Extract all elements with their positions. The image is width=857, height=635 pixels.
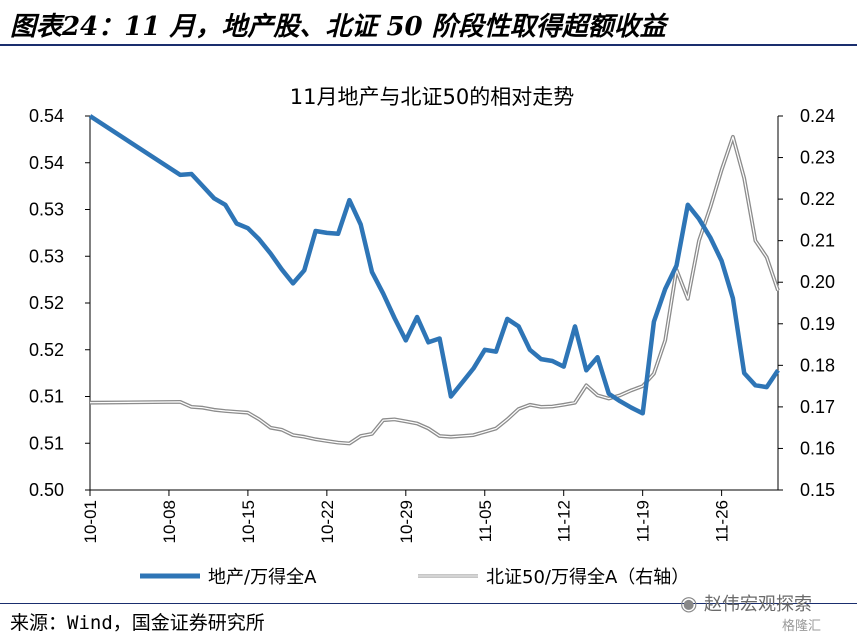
y-left-tick-label: 0.52 <box>29 340 64 360</box>
series-layer <box>88 114 780 446</box>
x-tick-label: 11-05 <box>476 500 495 542</box>
watermark: ◉ 赵伟宏观探索 格隆汇 <box>670 587 857 635</box>
y-left-tick-label: 0.51 <box>29 387 64 407</box>
x-tick-label: 10-15 <box>239 500 258 543</box>
y-left-tick-label: 0.53 <box>29 246 64 266</box>
legend-label-right: 北证50/万得全A（右轴） <box>486 567 689 588</box>
y-left-tick-label: 0.54 <box>29 106 64 126</box>
y-left-tick-label: 0.51 <box>29 433 64 453</box>
watermark-text: 赵伟宏观探索 <box>704 594 812 615</box>
source-note: 来源：Wind，国金证券研究所 <box>10 612 265 634</box>
header-rule <box>0 44 857 46</box>
y-left-tick-label: 0.52 <box>29 293 64 313</box>
figure-title: 图表24：11 月，地产股、北证 50 阶段性取得超额收益 <box>10 12 666 42</box>
legend-label-left: 地产/万得全A <box>208 567 317 588</box>
series-line-right-outline <box>89 134 780 446</box>
watermark-logo: 格隆汇 <box>782 619 822 634</box>
chart: 11月地产与北证50的相对走势 0.50 0.51 0.51 0.52 0.52 0.53… <box>29 85 835 588</box>
y-right-tick-label: 0.18 <box>800 355 835 375</box>
y-right-tick-label: 0.17 <box>800 397 835 417</box>
x-tick-label: 10-29 <box>397 500 416 543</box>
figure-header: 图表24：11 月，地产股、北证 50 阶段性取得超额收益 <box>0 0 857 46</box>
x-tick-label: 11-26 <box>713 500 732 542</box>
y-right-tick-label: 0.15 <box>800 480 835 500</box>
x-tick-label: 10-01 <box>81 500 100 543</box>
axes: 0.50 0.51 0.51 0.52 0.52 0.53 0.53 0.54 0.54 0.15… <box>29 106 835 543</box>
y-left-tick-label: 0.50 <box>29 480 64 500</box>
y-right-tick-label: 0.16 <box>800 438 835 458</box>
wechat-icon: ◉ <box>680 591 698 615</box>
y-right-tick-label: 0.19 <box>800 314 835 334</box>
chart-title: 11月地产与北证50的相对走势 <box>290 85 574 109</box>
y-right-tick-label: 0.20 <box>800 272 835 292</box>
series-line-left <box>88 114 780 416</box>
x-tick-label: 11-12 <box>555 500 574 542</box>
y-right-tick-label: 0.21 <box>800 231 835 251</box>
y-right-tick-label: 0.23 <box>800 148 835 168</box>
footer-rule <box>0 603 857 604</box>
legend: 地产/万得全A 北证50/万得全A（右轴） <box>140 567 689 588</box>
y-right-tick-label: 0.22 <box>800 189 835 209</box>
x-tick-label: 10-22 <box>318 500 337 543</box>
y-left-tick-label: 0.54 <box>29 153 64 173</box>
x-tick-label: 10-08 <box>160 500 179 543</box>
y-left-tick-label: 0.53 <box>29 200 64 220</box>
x-tick-label: 11-19 <box>634 500 653 542</box>
y-right-tick-label: 0.24 <box>800 106 835 126</box>
